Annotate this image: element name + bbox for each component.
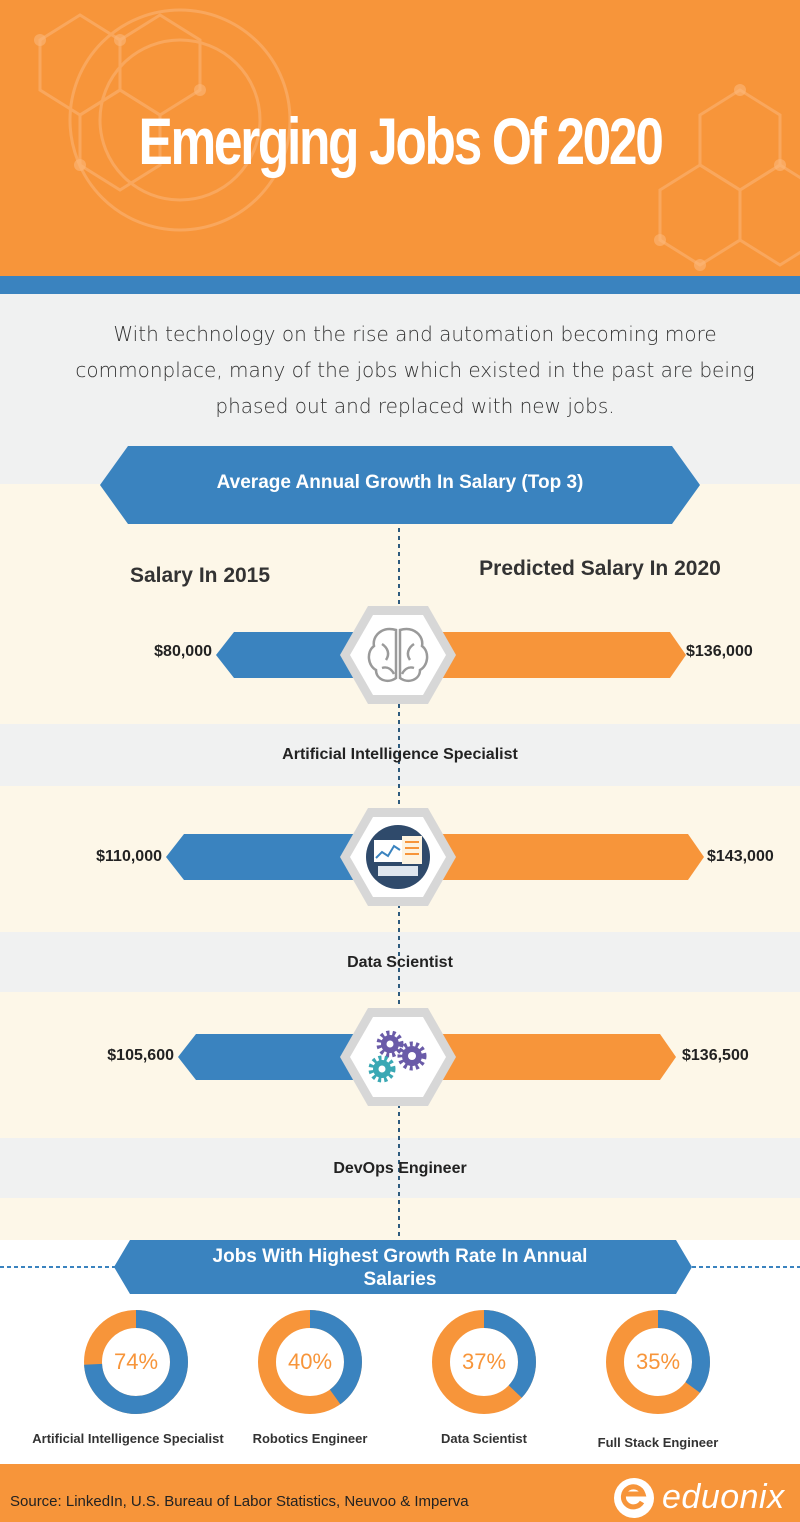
data-dashboard-icon (340, 808, 456, 906)
brand-name: eduonix (662, 1478, 785, 1516)
donut-job-label: Data Scientist (441, 1431, 527, 1446)
donut-percentage: 74% (113, 1349, 159, 1374)
column-heading-2020: Predicted Salary In 2020 (479, 557, 721, 580)
donut-job-label: Artificial Intelligence Specialist (32, 1431, 224, 1446)
donut-value-arc (432, 1310, 536, 1414)
job-label-ai: Artificial Intelligence Specialist (282, 746, 518, 763)
growth-donut-chart (84, 1310, 188, 1414)
donut-job-label: Robotics Engineer (252, 1431, 368, 1446)
donut-job-label: Full Stack Engineer (597, 1435, 719, 1450)
salary-banner (100, 446, 700, 524)
growth-banner (0, 1240, 800, 1294)
intro-text: With technology on the rise and automati… (75, 322, 755, 418)
growth-donut-chart (606, 1310, 710, 1414)
salary-2015-data-scientist: $110,000 (96, 848, 162, 865)
donut-percentage: 37% (461, 1349, 507, 1374)
donut-percentage: 35% (635, 1349, 681, 1374)
salary-bars-row-3 (178, 1034, 676, 1080)
growth-banner-title-line-1: Jobs With Highest Growth Rate In Annual (212, 1246, 588, 1267)
salary-bars-row-2 (166, 834, 704, 880)
source-citation: Source: LinkedIn, U.S. Bureau of Labor S… (10, 1493, 469, 1510)
donut-value-arc (606, 1310, 710, 1414)
brain-icon (340, 606, 456, 704)
salary-2020-data-scientist: $143,000 (707, 848, 774, 865)
growth-donut-chart (258, 1310, 362, 1414)
salary-2020-devops: $136,500 (682, 1047, 749, 1064)
gears-icon (340, 1008, 456, 1106)
eduonix-logo-icon (614, 1478, 654, 1518)
donut-value-arc (258, 1310, 362, 1414)
donut-value-arc (84, 1310, 188, 1414)
job-label-data-scientist: Data Scientist (347, 954, 453, 971)
column-heading-2015: Salary In 2015 (129, 564, 271, 587)
hexagon-pattern-decoration (34, 8, 800, 271)
donut-percentage: 40% (287, 1349, 333, 1374)
job-label-devops: DevOps Engineer (333, 1160, 467, 1177)
page-title: Emerging Jobs Of 2020 (138, 104, 663, 178)
header-divider (0, 276, 800, 294)
header-banner (0, 0, 800, 276)
salary-2020-ai: $136,000 (686, 643, 753, 660)
growth-donut-chart (432, 1310, 536, 1414)
salary-2015-devops: $105,600 (107, 1047, 174, 1064)
growth-banner-title-line-2: Salaries (363, 1269, 437, 1290)
salary-2015-ai: $80,000 (154, 643, 212, 660)
footer (0, 1464, 800, 1522)
salary-banner-title: Average Annual Growth In Salary (Top 3) (216, 472, 584, 493)
